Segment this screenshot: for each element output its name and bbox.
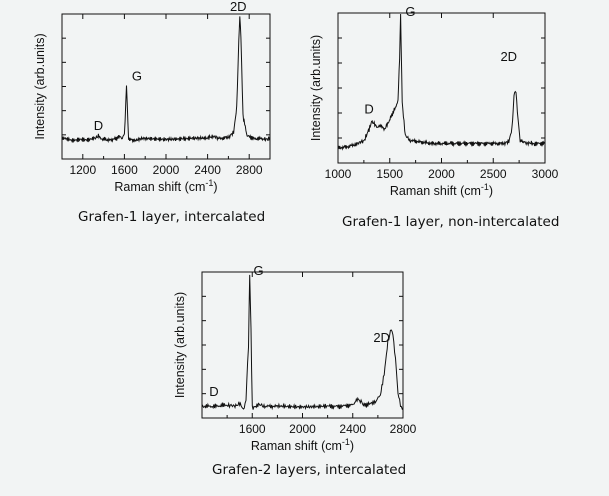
y-axis-label: Intensity (arb.units) <box>173 292 187 398</box>
y-axis-label: Intensity (arb.units) <box>33 33 47 139</box>
y-axis-label: Intensity (arb.units) <box>309 35 323 141</box>
x-tick-label: 1200 <box>69 163 96 177</box>
x-axis-label: Raman shift (cm-1) <box>251 437 354 453</box>
x-axis-label: Raman shift (cm-1) <box>390 182 493 198</box>
chart-2: 1000 1500 2000 2500 3000 Raman shift (cm-1) In… <box>309 4 559 198</box>
x-tick-label: 2400 <box>194 163 221 177</box>
peak-label-g: G <box>132 69 142 84</box>
plot-frame <box>337 12 546 164</box>
x-axis-label: Raman shift (cm-1) <box>114 178 217 194</box>
x-tick-label: 2500 <box>480 167 507 181</box>
x-tick-label: 2000 <box>428 167 455 181</box>
x-tick-label: 2800 <box>236 163 263 177</box>
x-tick-label: 2800 <box>390 422 417 436</box>
peak-label-g: G <box>253 263 263 278</box>
peak-label-2d: 2D <box>230 0 247 14</box>
x-tick-label: 1600 <box>111 163 138 177</box>
chart-1: 1200 1600 2000 2400 2800 Raman shift (cm-1) In… <box>33 0 271 194</box>
series-line <box>337 13 546 151</box>
x-tick-label: 3000 <box>532 167 559 181</box>
series-line <box>201 274 404 411</box>
caption-chart-2: Grafen-1 layer, non-intercalated <box>342 214 560 230</box>
peak-label-d: D <box>364 102 373 117</box>
peak-label-2d: 2D <box>500 49 517 64</box>
x-tick-label: 1600 <box>239 422 266 436</box>
x-tick-label: 1500 <box>376 167 403 181</box>
series-line <box>61 16 271 144</box>
caption-chart-3: Grafen-2 layers, intercalated <box>212 462 407 478</box>
caption-chart-1: Grafen-1 layer, intercalated <box>78 209 266 225</box>
x-tick-label: 1000 <box>325 167 352 181</box>
peak-label-2d: 2D <box>373 330 390 345</box>
peak-label-g: G <box>405 4 415 19</box>
x-tick-label: 2000 <box>289 422 316 436</box>
x-tick-label: 2000 <box>153 163 180 177</box>
chart-3: 1600 2000 2400 2800 Raman shift (cm-1) Intens… <box>173 263 417 453</box>
peak-label-d: D <box>94 118 103 133</box>
peak-label-d: D <box>209 384 218 399</box>
x-tick-label: 2400 <box>339 422 366 436</box>
